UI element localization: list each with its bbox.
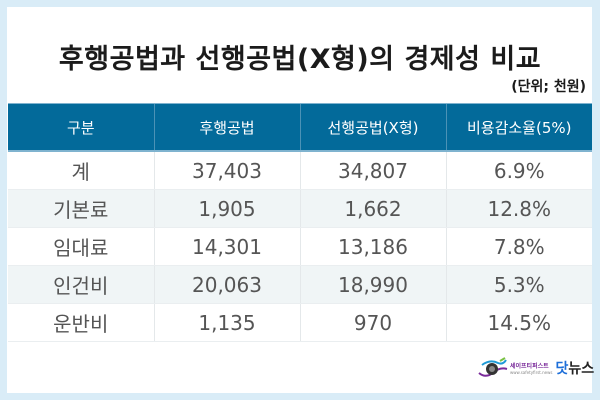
publisher-logo: 세이프티퍼스트 www.safetyfirst.news 닷뉴스 [478, 355, 594, 381]
header-pre-method-x: 선행공법(X형) [299, 103, 446, 152]
cell-category: 운반비 [8, 303, 154, 342]
logo-brand-suffix: 뉴스 [568, 361, 595, 377]
cell-category: 계 [8, 151, 154, 190]
table-row: 인건비 20,063 18,990 5.3% [8, 265, 592, 304]
cell-category: 임대료 [8, 227, 154, 266]
header-cost-reduction: 비용감소율(5%) [445, 103, 592, 152]
page-title: 후행공법과 선행공법(X형)의 경제성 비교 [58, 44, 542, 75]
logo-brand-prefix: 닷 [555, 361, 569, 377]
table-row: 계 37,403 34,807 6.9% [8, 151, 592, 190]
cell-cost-reduction: 14.5% [445, 303, 592, 342]
header-category: 구분 [8, 103, 154, 152]
logo-url-text: www.safetyfirst.news [510, 370, 553, 375]
cell-pre-method-x: 34,807 [299, 151, 446, 190]
table-row: 기본료 1,905 1,662 12.8% [8, 189, 592, 228]
table-header-row: 구분 후행공법 선행공법(X형) 비용감소율(5%) [8, 103, 592, 152]
logo-brand: 닷뉴스 [556, 358, 595, 378]
table-row: 임대료 14,301 13,186 7.8% [8, 227, 592, 266]
cell-cost-reduction: 6.9% [445, 151, 592, 190]
cell-pre-method-x: 13,186 [299, 227, 446, 266]
cell-pre-method-x: 1,662 [299, 189, 446, 228]
content-panel: 후행공법과 선행공법(X형)의 경제성 비교 (단위; 천원) 구분 후행공법 … [7, 7, 594, 393]
cell-post-method: 1,135 [153, 303, 300, 342]
unit-note: (단위; 천원) [511, 79, 586, 95]
logo-small-text: 세이프티퍼스트 [510, 363, 549, 370]
cell-post-method: 37,403 [153, 151, 300, 190]
cell-post-method: 20,063 [153, 265, 300, 304]
cell-category: 인건비 [8, 265, 154, 304]
header-post-method: 후행공법 [153, 103, 300, 152]
cell-category: 기본료 [8, 189, 154, 228]
camera-lens-icon [478, 357, 508, 379]
table-row: 운반비 1,135 970 14.5% [8, 303, 592, 342]
cell-cost-reduction: 12.8% [445, 189, 592, 228]
cell-pre-method-x: 18,990 [299, 265, 446, 304]
cell-cost-reduction: 5.3% [445, 265, 592, 304]
cell-post-method: 14,301 [153, 227, 300, 266]
cell-cost-reduction: 7.8% [445, 227, 592, 266]
cell-pre-method-x: 970 [299, 303, 446, 342]
comparison-table: 구분 후행공법 선행공법(X형) 비용감소율(5%) 계 37,403 34,8… [8, 103, 592, 342]
cell-post-method: 1,905 [153, 189, 300, 228]
